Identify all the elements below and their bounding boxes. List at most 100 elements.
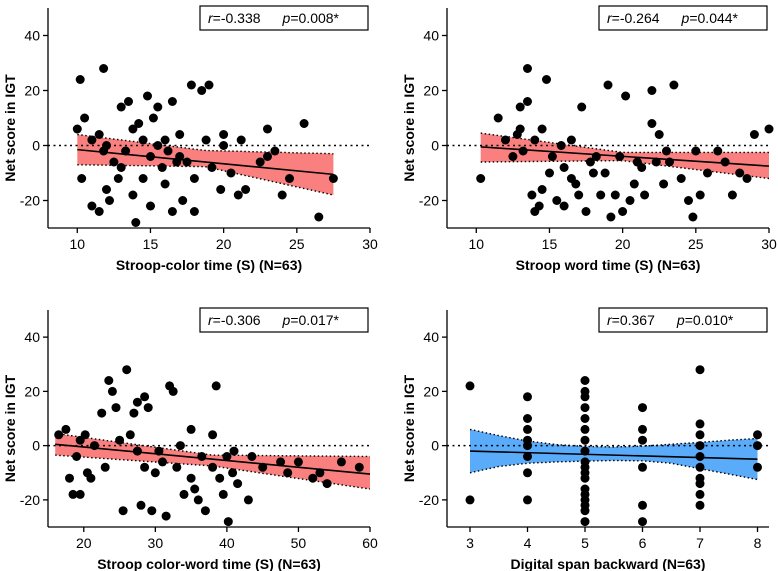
stats-box (199, 307, 369, 333)
data-point (167, 207, 177, 216)
data-point (713, 146, 723, 156)
x-tick-label: 20 (615, 236, 631, 252)
data-point (285, 174, 294, 183)
data-point (77, 174, 87, 183)
data-point (61, 424, 71, 434)
data-point (574, 190, 584, 200)
data-point (233, 479, 243, 489)
x-tick-label: 25 (688, 236, 704, 252)
data-point (107, 386, 117, 396)
data-point (662, 146, 671, 156)
data-point (647, 86, 657, 95)
x-axis-label: Stroop color-word time (S) (N=63) (97, 556, 321, 571)
data-point (129, 408, 139, 418)
data-point (585, 157, 595, 167)
data-point (189, 207, 199, 216)
data-point (111, 403, 121, 413)
data-point (186, 80, 196, 90)
data-point (637, 163, 647, 172)
data-point (523, 495, 532, 505)
data-point (143, 91, 152, 101)
data-point (124, 97, 133, 106)
data-point (695, 365, 705, 375)
data-point (647, 119, 657, 128)
data-point (577, 102, 587, 112)
data-point (695, 462, 705, 472)
data-point (638, 500, 647, 510)
data-point (140, 392, 150, 402)
data-point (580, 392, 590, 402)
data-point (143, 403, 153, 413)
data-point (175, 441, 185, 451)
data-point (580, 435, 590, 445)
data-point (753, 430, 762, 440)
data-point (158, 457, 167, 467)
data-point (75, 75, 85, 84)
data-point (175, 152, 185, 161)
data-point (515, 102, 525, 112)
data-point (105, 196, 114, 205)
data-point (695, 500, 705, 510)
x-tick-label: 10 (69, 236, 85, 252)
data-point (140, 462, 150, 472)
data-point (75, 489, 85, 499)
data-point (138, 174, 148, 183)
data-point (618, 207, 628, 216)
data-point (695, 190, 705, 200)
stats-box (598, 307, 768, 333)
data-point (160, 179, 170, 189)
chart-panel-3: -20 0 20 40 20 30 40 50 60 Stroop color-word time… (2, 307, 378, 571)
data-point (167, 97, 177, 106)
data-point (753, 462, 762, 472)
y-tick-label: 40 (423, 329, 439, 345)
data-point (132, 446, 142, 456)
data-point (215, 473, 225, 483)
data-point (534, 201, 544, 211)
data-point (596, 190, 606, 200)
data-point (625, 196, 635, 205)
data-point (580, 424, 590, 434)
data-point (258, 462, 268, 472)
data-point (219, 141, 229, 150)
x-tick-label: 15 (542, 236, 558, 252)
data-point (208, 430, 218, 440)
data-point (94, 130, 104, 139)
data-point (580, 446, 590, 456)
data-point (537, 185, 547, 194)
y-tick-label: 20 (423, 83, 439, 99)
data-point (201, 135, 211, 145)
data-point (523, 424, 532, 434)
data-point (153, 141, 163, 150)
y-tick-label: 40 (24, 28, 40, 44)
data-point (600, 168, 610, 178)
data-point (113, 174, 123, 183)
data-point (172, 462, 182, 472)
y-tick-label: 20 (423, 383, 439, 399)
data-point (115, 435, 125, 445)
regression-line (469, 450, 758, 460)
data-point (197, 86, 207, 95)
data-point (189, 174, 199, 183)
data-point (580, 517, 590, 527)
y-axis-label: Net score in IGT (401, 374, 417, 482)
data-point (518, 146, 528, 156)
data-point (695, 430, 705, 440)
data-point (190, 484, 200, 494)
data-point (742, 174, 752, 183)
y-axis-label: Net score in IGT (401, 74, 417, 182)
data-point (122, 365, 132, 375)
regression-line (77, 148, 334, 176)
data-point (727, 190, 737, 200)
data-point (603, 80, 613, 90)
data-point (515, 124, 525, 134)
data-point (684, 196, 693, 205)
data-point (354, 462, 364, 472)
data-point (695, 479, 705, 489)
x-tick-label: 50 (291, 535, 307, 551)
data-point (65, 473, 74, 483)
data-point (90, 441, 99, 451)
data-point (315, 468, 325, 478)
data-point (186, 473, 196, 483)
data-point (328, 174, 338, 183)
x-tick-label: 30 (362, 236, 378, 252)
